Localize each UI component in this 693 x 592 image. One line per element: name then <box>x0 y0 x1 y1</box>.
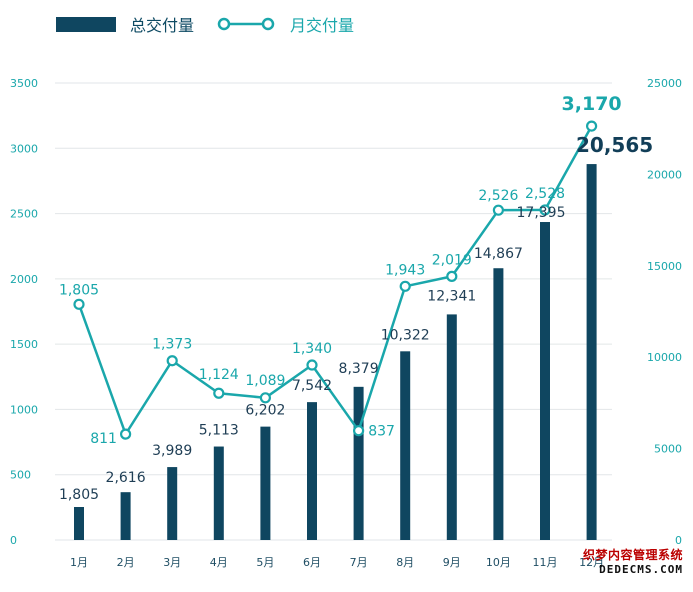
legend-bar-swatch <box>56 17 116 32</box>
line-point <box>446 270 458 282</box>
bar <box>213 446 224 540</box>
line-data-label: 1,340 <box>292 341 332 357</box>
line-point <box>399 280 411 292</box>
y-left-tick-label: 2500 <box>10 208 38 221</box>
bar-data-label: 14,867 <box>474 246 523 262</box>
x-tick-label: 5月 <box>256 556 274 569</box>
line-point <box>259 392 271 404</box>
line-point <box>73 298 85 310</box>
y-right-tick-label: 0 <box>675 534 682 547</box>
line-point <box>539 204 551 216</box>
x-tick-label: 7月 <box>350 556 368 569</box>
legend-bar-label: 总交付量 <box>130 16 194 35</box>
x-tick-label: 11月 <box>533 556 558 569</box>
bar <box>167 467 178 540</box>
y-left-tick-label: 3500 <box>10 77 38 90</box>
line-point <box>119 428 132 440</box>
bar <box>446 314 457 540</box>
bar-data-label: 12,341 <box>427 288 476 304</box>
bar-data-label: 3,989 <box>152 443 192 459</box>
legend-line-marker-right <box>261 17 275 31</box>
line-data-label: 1,089 <box>245 373 285 389</box>
line-data-label: 1,805 <box>59 282 99 298</box>
y-left-tick-label: 1500 <box>10 338 38 351</box>
line-point <box>353 425 365 437</box>
bar-data-label: 1,805 <box>59 487 99 503</box>
x-tick-label: 6月 <box>303 556 321 569</box>
bar-data-label: 6,202 <box>245 403 285 419</box>
x-tick-label: 2月 <box>117 556 135 569</box>
bar-data-label: 20,565 <box>576 133 653 157</box>
watermark-line1: 织梦内容管理系统 <box>582 548 683 562</box>
x-tick-label: 8月 <box>396 556 414 569</box>
line-series <box>77 125 593 436</box>
bar <box>493 268 504 540</box>
bar <box>307 402 317 540</box>
y-right-tick-label: 5000 <box>654 443 682 456</box>
y-left-tick-label: 0 <box>10 534 17 547</box>
line-point <box>213 387 225 399</box>
line-data-label: 1,943 <box>385 262 425 278</box>
bar <box>353 386 364 540</box>
watermark-line2: DEDECMS.COM <box>599 563 683 576</box>
y-left-tick-label: 500 <box>10 469 31 482</box>
bar <box>586 164 597 541</box>
line-data-label: 3,170 <box>562 93 622 115</box>
line-data-label: 1,124 <box>199 367 239 383</box>
bar-data-label: 7,542 <box>292 378 332 394</box>
x-tick-label: 1月 <box>70 556 88 569</box>
y-right-tick-label: 20000 <box>647 168 682 181</box>
legend-line-label: 月交付量 <box>290 16 354 35</box>
bar <box>260 426 271 540</box>
y-right-tick-label: 15000 <box>647 260 682 273</box>
bar-data-label: 10,322 <box>381 327 430 343</box>
line-data-label: 1,373 <box>152 337 192 353</box>
bar <box>120 492 131 540</box>
bar <box>74 507 84 540</box>
x-tick-label: 10月 <box>486 556 511 569</box>
y-right-tick-label: 25000 <box>647 77 682 90</box>
line-point <box>306 359 318 371</box>
bar-data-label: 8,379 <box>339 361 379 377</box>
x-tick-label: 4月 <box>210 556 228 569</box>
line-data-label: 837 <box>368 424 395 440</box>
y-left-tick-label: 2000 <box>10 273 38 286</box>
line-data-label: 2,528 <box>525 186 565 202</box>
x-tick-label: 12月 <box>579 556 604 569</box>
line-data-label: 811 <box>90 431 117 447</box>
bar-data-label: 17,395 <box>517 205 566 221</box>
line-point <box>166 355 178 367</box>
bar <box>400 351 411 540</box>
line-point <box>492 204 504 216</box>
bar <box>540 222 550 540</box>
line-point <box>585 120 598 132</box>
line-data-label: 2,526 <box>478 188 518 204</box>
x-tick-label: 3月 <box>163 556 181 569</box>
y-left-tick-label: 1000 <box>10 403 38 416</box>
line-data-label: 2,019 <box>432 252 472 268</box>
x-tick-label: 9月 <box>443 556 461 569</box>
bar-data-label: 5,113 <box>199 423 239 439</box>
y-right-tick-label: 10000 <box>647 351 682 364</box>
bar-data-label: 2,616 <box>106 470 146 486</box>
legend-line-marker-left <box>217 17 231 31</box>
y-left-tick-label: 3000 <box>10 142 38 155</box>
watermark: 织梦内容管理系统 DEDECMS.COM <box>583 546 683 576</box>
